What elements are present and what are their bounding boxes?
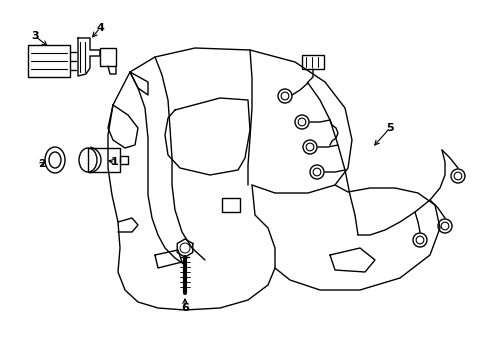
- Text: 5: 5: [386, 123, 393, 133]
- Text: 1: 1: [111, 157, 119, 167]
- Text: 3: 3: [31, 31, 39, 41]
- Text: 6: 6: [181, 303, 188, 313]
- Text: 2: 2: [38, 159, 46, 169]
- Text: 4: 4: [96, 23, 104, 33]
